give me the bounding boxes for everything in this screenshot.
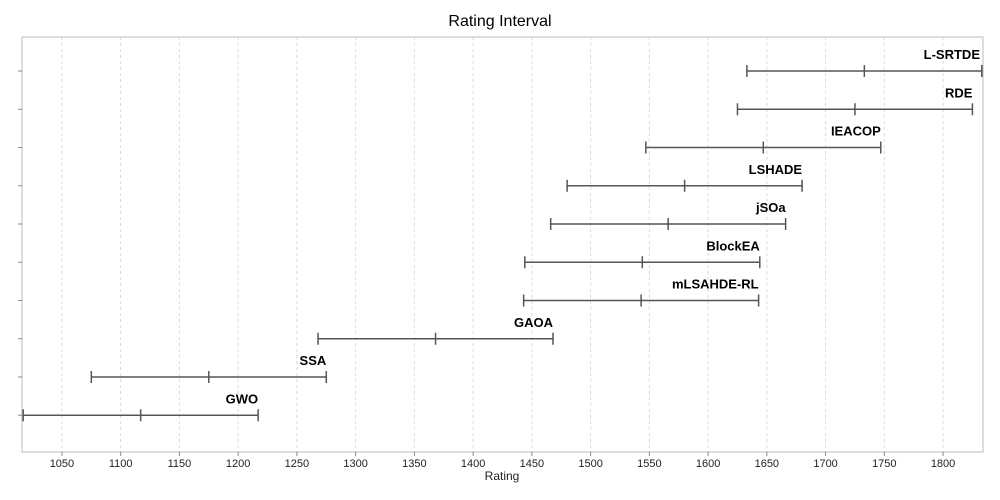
x-tick-label: 1400 — [461, 458, 485, 470]
interval-series: L-SRTDE RDE IEACOP LSHADE jSOa BlockEA mLSAHDE… — [22, 47, 983, 422]
x-tick-label: 1200 — [226, 458, 250, 470]
interval-row: SSA — [90, 353, 328, 383]
x-axis-label: Rating — [485, 469, 520, 483]
x-tick-label: 1450 — [520, 458, 544, 470]
series-label: LSHADE — [749, 162, 803, 177]
interval-row: LSHADE — [566, 162, 803, 192]
interval-row: BlockEA — [524, 238, 761, 269]
series-label: mLSAHDE-RL — [672, 277, 759, 292]
interval-row: GWO — [22, 391, 259, 422]
series-label: BlockEA — [706, 238, 760, 253]
x-tick-label: 1650 — [755, 458, 779, 470]
series-label: GAOA — [514, 315, 554, 330]
series-label: L-SRTDE — [924, 47, 981, 62]
x-tick-label: 1800 — [931, 458, 955, 470]
x-tick-label: 1750 — [872, 458, 896, 470]
interval-row: IEACOP — [645, 124, 882, 154]
interval-row: RDE — [736, 85, 974, 116]
x-tick-label: 1150 — [168, 458, 192, 470]
x-tick-label: 1250 — [285, 458, 309, 470]
x-tick-label: 1500 — [578, 458, 602, 470]
x-tick-label: 1100 — [109, 458, 133, 470]
plot-frame — [21, 36, 984, 453]
series-label: RDE — [945, 85, 973, 100]
series-label: GWO — [226, 391, 259, 406]
x-tick-label: 1350 — [402, 458, 426, 470]
x-tick-label: 1700 — [813, 458, 837, 470]
x-tick-label: 1300 — [343, 458, 367, 470]
y-axis-ticks — [18, 70, 22, 416]
series-label: jSOa — [755, 200, 786, 215]
interval-row: L-SRTDE — [746, 47, 983, 77]
interval-row: jSOa — [549, 200, 786, 230]
series-label: IEACOP — [831, 124, 881, 139]
series-label: SSA — [300, 353, 327, 368]
x-tick-label: 1600 — [696, 458, 720, 470]
x-tick-label: 1050 — [50, 458, 74, 470]
x-axis-ticks: 1050 1100 1150 1200 1250 1300 1350 1400 1450 1500… — [50, 452, 955, 470]
gridlines — [61, 37, 944, 452]
chart-title: Rating Interval — [448, 13, 551, 30]
interval-row: mLSAHDE-RL — [522, 277, 760, 307]
interval-row: GAOA — [317, 315, 554, 345]
x-tick-label: 1550 — [637, 458, 661, 470]
